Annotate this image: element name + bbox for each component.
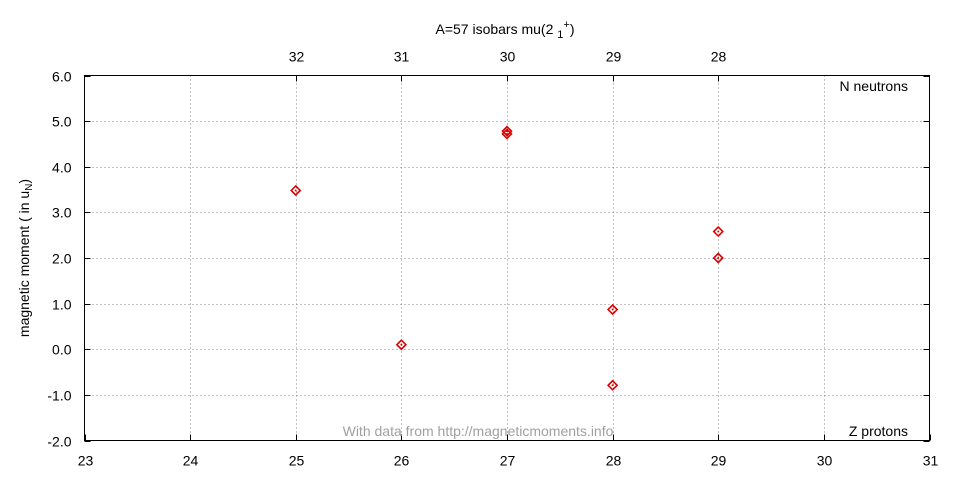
x-tick-label: 27 <box>500 453 516 469</box>
data-point-center <box>611 384 614 387</box>
x2-corner-label: N neutrons <box>840 78 908 94</box>
data-point-center <box>611 308 614 311</box>
data-point-center <box>717 257 720 259</box>
data-point <box>290 184 302 197</box>
x-tick-label: 30 <box>817 453 833 469</box>
data-point-center <box>400 343 403 346</box>
x-tick-label: 25 <box>289 453 305 469</box>
x-tick-label: 26 <box>394 453 410 469</box>
data-point <box>712 252 724 264</box>
x2-tick-label: 32 <box>289 49 305 65</box>
grid-lines <box>84 75 930 441</box>
y-tick-label: 1.0 <box>52 297 72 313</box>
y-tick-label: 3.0 <box>52 205 72 221</box>
data-point <box>606 379 619 391</box>
y-tick-label: 2.0 <box>52 251 72 267</box>
data-point-center <box>294 189 297 192</box>
x-tick-label: 31 <box>923 453 939 469</box>
x2-tick-label: 30 <box>500 49 516 65</box>
data-points <box>290 125 724 391</box>
data-point-center <box>506 130 508 133</box>
y-tick-label: 5.0 <box>52 114 72 130</box>
y-tick-label: 0.0 <box>52 342 72 358</box>
chart-title: A=57 isobars mu(2 1+) <box>435 19 574 41</box>
tick-labels: 23 24 25 26 27 28 29 30 31 -2.0 -1.0 0.0 1.0 2.0 3.0 4.… <box>47 49 938 469</box>
data-point-center <box>717 230 720 233</box>
y-tick-label: 6.0 <box>52 69 72 85</box>
data-point <box>712 225 724 238</box>
axis-ticks <box>84 75 931 442</box>
data-point <box>501 125 513 137</box>
x-tick-label: 23 <box>78 453 94 469</box>
x-tick-label: 29 <box>711 453 727 469</box>
x-tick-label: 28 <box>606 453 622 469</box>
y-tick-label: -2.0 <box>47 434 71 450</box>
y-tick-label: 4.0 <box>52 160 72 176</box>
x2-tick-label: 28 <box>711 49 727 65</box>
data-point <box>395 339 408 351</box>
x-corner-label: Z protons <box>849 423 908 439</box>
x2-tick-label: 29 <box>606 49 622 65</box>
x2-tick-label: 31 <box>394 49 410 65</box>
x-tick-label: 24 <box>183 453 199 469</box>
y-axis-label: magnetic moment ( in uN) <box>16 179 35 337</box>
data-point <box>606 303 619 316</box>
watermark: With data from http://magneticmoments.in… <box>343 423 614 439</box>
y-tick-label: -1.0 <box>47 388 71 404</box>
